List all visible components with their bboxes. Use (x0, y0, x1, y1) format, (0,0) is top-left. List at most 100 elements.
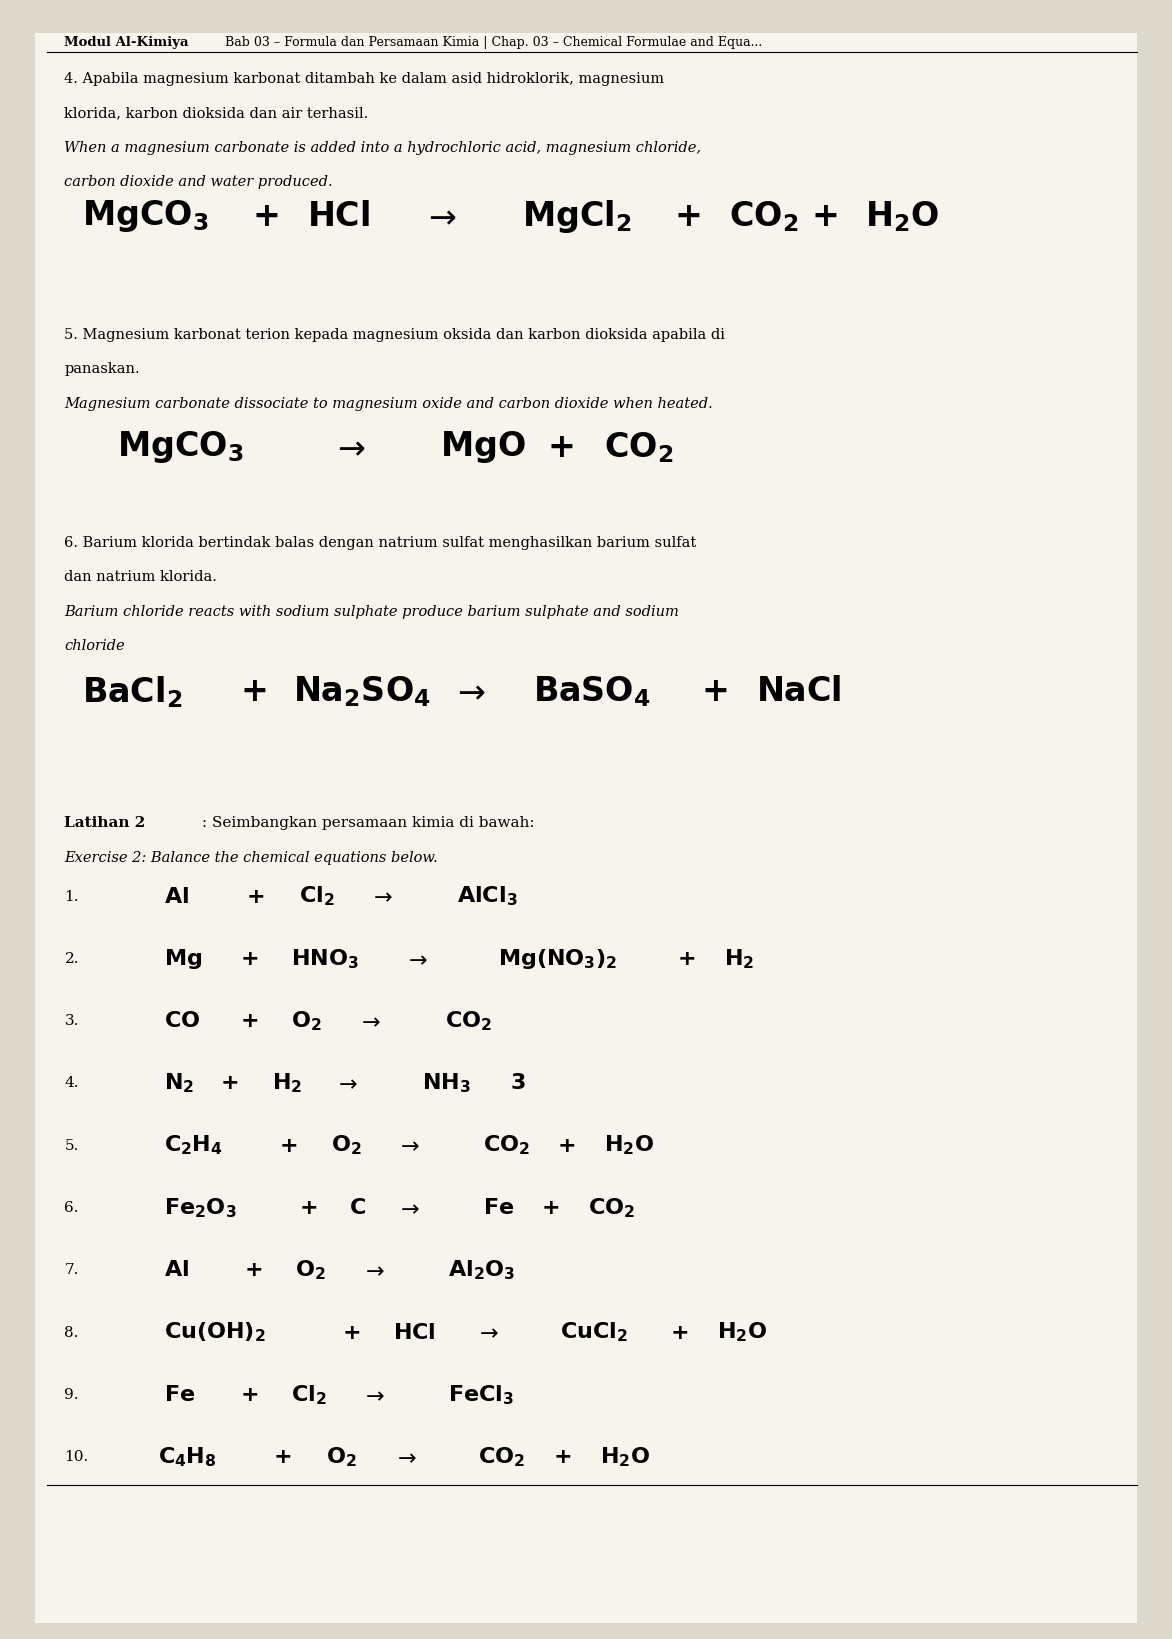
Text: $\rightarrow$: $\rightarrow$ (331, 431, 366, 464)
Text: $\mathregular{O_2}$: $\mathregular{O_2}$ (291, 1010, 321, 1033)
Text: Magnesium carbonate dissociate to magnesium oxide and carbon dioxide when heated: Magnesium carbonate dissociate to magnes… (64, 397, 714, 411)
Text: 10.: 10. (64, 1451, 89, 1464)
Text: $\mathregular{MgCl_2}$: $\mathregular{MgCl_2}$ (522, 198, 632, 234)
Text: $\mathregular{AlCl_3}$: $\mathregular{AlCl_3}$ (457, 885, 518, 908)
Text: 3.: 3. (64, 1015, 79, 1028)
Text: 6. Barium klorida bertindak balas dengan natrium sulfat menghasilkan barium sulf: 6. Barium klorida bertindak balas dengan… (64, 536, 696, 551)
Text: $\mathregular{+}$: $\mathregular{+}$ (541, 1198, 560, 1218)
Text: $\mathregular{Fe}$: $\mathregular{Fe}$ (164, 1385, 196, 1405)
Text: $\rightarrow$: $\rightarrow$ (393, 1447, 416, 1467)
Text: $\mathregular{+}$: $\mathregular{+}$ (299, 1198, 318, 1218)
Text: $\mathregular{+}$: $\mathregular{+}$ (674, 200, 701, 233)
Text: $\mathregular{CO_2}$: $\mathregular{CO_2}$ (445, 1010, 492, 1033)
Text: 6.: 6. (64, 1201, 79, 1214)
Text: $\rightarrow$: $\rightarrow$ (451, 675, 486, 708)
Text: 4. Apabila magnesium karbonat ditambah ke dalam asid hidroklorik, magnesium: 4. Apabila magnesium karbonat ditambah k… (64, 72, 665, 87)
Text: $\mathregular{CO_2}$: $\mathregular{CO_2}$ (604, 429, 673, 465)
Text: $\mathregular{MgCO_3}$: $\mathregular{MgCO_3}$ (82, 198, 209, 234)
Text: $\mathregular{+}$: $\mathregular{+}$ (240, 1385, 259, 1405)
Text: $\mathregular{+}$: $\mathregular{+}$ (557, 1136, 575, 1155)
Text: $\mathregular{+}$: $\mathregular{+}$ (240, 1011, 259, 1031)
Text: 9.: 9. (64, 1388, 79, 1401)
Text: $\mathregular{+}$: $\mathregular{+}$ (252, 200, 279, 233)
Text: $\mathregular{+}$: $\mathregular{+}$ (677, 949, 696, 969)
Text: $\mathregular{CO_2}$: $\mathregular{CO_2}$ (588, 1196, 635, 1219)
Text: klorida, karbon dioksida dan air terhasil.: klorida, karbon dioksida dan air terhasi… (64, 107, 369, 121)
Text: $\mathregular{Cl_2}$: $\mathregular{Cl_2}$ (299, 885, 334, 908)
Text: $\rightarrow$: $\rightarrow$ (361, 1260, 384, 1280)
Text: $\mathregular{CO_2}$: $\mathregular{CO_2}$ (483, 1134, 530, 1157)
Text: Barium chloride reacts with sodium sulphate produce barium sulphate and sodium: Barium chloride reacts with sodium sulph… (64, 605, 680, 620)
Text: 2.: 2. (64, 952, 79, 965)
Text: $\mathregular{Al}$: $\mathregular{Al}$ (164, 887, 189, 906)
Text: $\mathregular{CO}$: $\mathregular{CO}$ (164, 1011, 200, 1031)
Text: $\rightarrow$: $\rightarrow$ (334, 1074, 357, 1093)
Text: 4.: 4. (64, 1077, 79, 1090)
Text: 7.: 7. (64, 1264, 79, 1277)
Text: $\mathregular{+}$: $\mathregular{+}$ (553, 1447, 572, 1467)
Text: $\mathregular{C_4H_8}$: $\mathregular{C_4H_8}$ (158, 1446, 217, 1469)
Text: $\mathregular{Cu(OH)_2}$: $\mathregular{Cu(OH)_2}$ (164, 1321, 266, 1344)
Text: $\mathregular{CuCl_2}$: $\mathregular{CuCl_2}$ (560, 1321, 628, 1344)
Text: $\mathregular{NaCl}$: $\mathregular{NaCl}$ (756, 675, 841, 708)
Text: $\mathregular{H_2O}$: $\mathregular{H_2O}$ (717, 1321, 768, 1344)
Text: $\mathregular{NH_3}$: $\mathregular{NH_3}$ (422, 1072, 471, 1095)
Text: Bab 03 – Formula dan Persamaan Kimia | Chap. 03 – Chemical Formulae and Equa...: Bab 03 – Formula dan Persamaan Kimia | C… (217, 36, 762, 49)
Text: dan natrium klorida.: dan natrium klorida. (64, 570, 217, 585)
Text: $\rightarrow$: $\rightarrow$ (369, 887, 393, 906)
Text: Exercise 2: Balance the chemical equations below.: Exercise 2: Balance the chemical equatio… (64, 851, 438, 865)
Text: $\rightarrow$: $\rightarrow$ (396, 1136, 420, 1155)
Text: $\mathregular{Al_2O_3}$: $\mathregular{Al_2O_3}$ (448, 1259, 515, 1282)
Text: $\mathregular{+}$: $\mathregular{+}$ (244, 1260, 263, 1280)
Text: $\mathregular{C}$: $\mathregular{C}$ (349, 1198, 366, 1218)
Text: $\mathregular{+}$: $\mathregular{+}$ (547, 431, 574, 464)
Text: $\mathregular{3}$: $\mathregular{3}$ (510, 1074, 525, 1093)
Text: $\mathregular{BaSO_4}$: $\mathregular{BaSO_4}$ (533, 674, 652, 710)
Text: $\rightarrow$: $\rightarrow$ (404, 949, 428, 969)
Text: $\rightarrow$: $\rightarrow$ (475, 1323, 498, 1342)
Text: $\rightarrow$: $\rightarrow$ (422, 200, 457, 233)
Text: : Seimbangkan persamaan kimia di bawah:: : Seimbangkan persamaan kimia di bawah: (197, 816, 534, 831)
Text: When a magnesium carbonate is added into a hydrochloric acid, magnesium chloride: When a magnesium carbonate is added into… (64, 141, 702, 156)
Text: $\mathregular{Na_2SO_4}$: $\mathregular{Na_2SO_4}$ (293, 674, 431, 710)
Text: $\mathregular{+}$: $\mathregular{+}$ (240, 949, 259, 969)
Text: $\mathregular{H_2O}$: $\mathregular{H_2O}$ (600, 1446, 650, 1469)
Text: $\mathregular{MgCO_3}$: $\mathregular{MgCO_3}$ (117, 429, 244, 465)
Text: $\mathregular{+}$: $\mathregular{+}$ (342, 1323, 361, 1342)
Text: $\mathregular{H_2}$: $\mathregular{H_2}$ (272, 1072, 302, 1095)
Text: $\mathregular{N_2}$: $\mathregular{N_2}$ (164, 1072, 195, 1095)
Text: $\mathregular{Mg}$: $\mathregular{Mg}$ (164, 947, 203, 970)
Text: $\mathregular{H_2O}$: $\mathregular{H_2O}$ (865, 198, 939, 234)
Text: $\mathregular{HCl}$: $\mathregular{HCl}$ (393, 1323, 435, 1342)
Text: Latihan 2: Latihan 2 (64, 816, 145, 831)
Text: $\mathregular{O_2}$: $\mathregular{O_2}$ (326, 1446, 356, 1469)
Text: $\mathregular{C_2H_4}$: $\mathregular{C_2H_4}$ (164, 1134, 223, 1157)
Text: $\mathregular{HCl}$: $\mathregular{HCl}$ (307, 200, 370, 233)
Text: $\mathregular{Mg(NO_3)_2}$: $\mathregular{Mg(NO_3)_2}$ (498, 947, 618, 970)
Text: $\mathregular{MgO}$: $\mathregular{MgO}$ (440, 429, 525, 465)
Text: $\rightarrow$: $\rightarrow$ (357, 1011, 381, 1031)
Text: $\mathregular{+}$: $\mathregular{+}$ (240, 675, 267, 708)
Text: chloride: chloride (64, 639, 125, 654)
Text: $\mathregular{CO_2}$: $\mathregular{CO_2}$ (729, 198, 798, 234)
Text: $\mathregular{+}$: $\mathregular{+}$ (701, 675, 728, 708)
Text: $\mathregular{H_2O}$: $\mathregular{H_2O}$ (604, 1134, 654, 1157)
Text: $\mathregular{+}$: $\mathregular{+}$ (246, 887, 265, 906)
Text: $\mathregular{O_2}$: $\mathregular{O_2}$ (331, 1134, 361, 1157)
Text: $\mathregular{Fe_2O_3}$: $\mathregular{Fe_2O_3}$ (164, 1196, 237, 1219)
Text: carbon dioxide and water produced.: carbon dioxide and water produced. (64, 175, 333, 190)
Text: $\mathregular{Cl_2}$: $\mathregular{Cl_2}$ (291, 1383, 326, 1406)
Text: $\rightarrow$: $\rightarrow$ (396, 1198, 420, 1218)
Text: $\mathregular{+}$: $\mathregular{+}$ (670, 1323, 689, 1342)
Text: $\mathregular{+}$: $\mathregular{+}$ (273, 1447, 292, 1467)
Text: $\mathregular{Fe}$: $\mathregular{Fe}$ (483, 1198, 515, 1218)
Text: $\mathregular{Al}$: $\mathregular{Al}$ (164, 1260, 189, 1280)
Text: $\mathregular{+}$: $\mathregular{+}$ (811, 200, 838, 233)
Text: $\mathregular{+}$: $\mathregular{+}$ (279, 1136, 298, 1155)
Text: $\mathregular{HNO_3}$: $\mathregular{HNO_3}$ (291, 947, 359, 970)
Text: Modul Al-Kimiya: Modul Al-Kimiya (64, 36, 189, 49)
Text: $\mathregular{H_2}$: $\mathregular{H_2}$ (724, 947, 755, 970)
Text: 1.: 1. (64, 890, 79, 903)
Text: $\mathregular{FeCl_3}$: $\mathregular{FeCl_3}$ (448, 1383, 513, 1406)
Text: $\mathregular{+}$: $\mathregular{+}$ (220, 1074, 239, 1093)
